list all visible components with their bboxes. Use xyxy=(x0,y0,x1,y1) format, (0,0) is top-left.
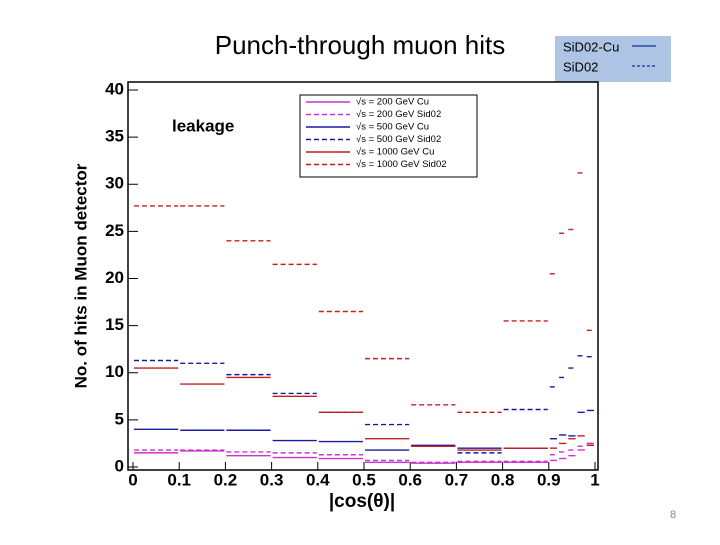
y-tick-label: 15 xyxy=(105,315,124,334)
y-tick-label: 30 xyxy=(105,174,124,193)
legend-label: √s = 200 GeV Sid02 xyxy=(356,109,441,120)
legend-label: √s = 1000 GeV Cu xyxy=(356,147,434,158)
legend-box xyxy=(299,94,478,178)
annotation: leakage xyxy=(172,116,234,135)
x-tick-label: 0.5 xyxy=(352,470,376,489)
y-axis-label: No. of hits in Muon detector xyxy=(71,163,90,388)
x-tick-label: 0.1 xyxy=(167,470,191,489)
legend-label: √s = 500 GeV Sid02 xyxy=(356,134,441,145)
y-tick-label: 10 xyxy=(105,362,124,381)
legend-label: √s = 500 GeV Cu xyxy=(356,122,429,133)
y-tick-label: 35 xyxy=(105,127,124,146)
y-tick-label: 5 xyxy=(115,409,124,428)
y-tick-label: 20 xyxy=(105,268,124,287)
x-tick-label: 0.4 xyxy=(306,470,330,489)
x-tick-label: 0.8 xyxy=(491,470,515,489)
slide-title: Punch-through muon hits xyxy=(215,30,506,60)
slide-legend-box xyxy=(555,36,671,82)
slide-legend-label: SiD02-Cu xyxy=(563,39,619,54)
legend-label: √s = 200 GeV Cu xyxy=(356,97,429,108)
x-tick-label: 0 xyxy=(128,470,137,489)
plot-frame xyxy=(127,81,599,471)
x-tick-label: 1 xyxy=(590,470,599,489)
x-axis-label: |cos(θ)| xyxy=(329,491,395,512)
x-tick-label: 0.2 xyxy=(214,470,238,489)
slide-legend-label: SiD02 xyxy=(563,59,598,74)
y-tick-label: 0 xyxy=(115,456,124,475)
legend-label: √s = 1000 GeV Sid02 xyxy=(356,159,447,170)
x-tick-label: 0.7 xyxy=(445,470,469,489)
page-number: 8 xyxy=(670,509,676,521)
x-tick-label: 0.9 xyxy=(537,470,561,489)
x-tick-label: 0.3 xyxy=(260,470,284,489)
y-tick-label: 25 xyxy=(105,221,124,240)
y-tick-label: 40 xyxy=(105,79,124,98)
x-tick-label: 0.6 xyxy=(398,470,422,489)
